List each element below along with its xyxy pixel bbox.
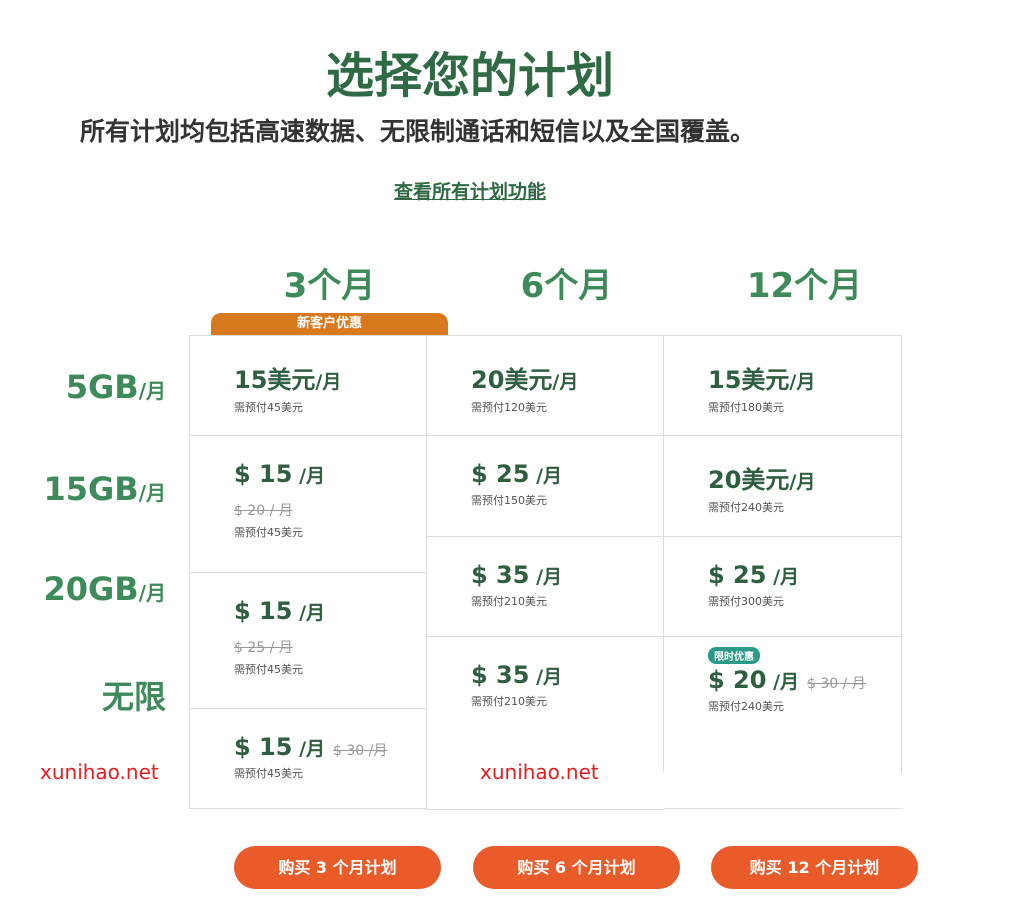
- plan-12m-5gb[interactable]: 15美元/月 需预付180美元: [663, 335, 902, 436]
- plan-12m-20gb[interactable]: $ 25 /月 需预付300美元: [663, 536, 902, 637]
- new-customer-badge: 新客户优惠: [211, 313, 448, 335]
- plan-12m-unlimited[interactable]: 限时优惠 $ 20 /月 $ 30 / 月 需预付240美元: [663, 636, 902, 772]
- plan-3m-5gb[interactable]: 15美元/月 需预付45美元: [189, 335, 427, 436]
- column-header-12-months: 12个月: [746, 266, 863, 306]
- original-price: $ 25 / 月: [234, 640, 293, 656]
- watermark: xunihao.net: [480, 760, 599, 784]
- buy-3-month-button[interactable]: 购买 3 个月计划: [234, 846, 441, 889]
- original-price: $ 20 / 月: [234, 503, 293, 519]
- plan-6m-15gb[interactable]: $ 25 /月 需预付150美元: [426, 435, 664, 537]
- original-price: $ 30 / 月: [807, 676, 866, 692]
- buy-12-month-button[interactable]: 购买 12 个月计划: [711, 846, 918, 889]
- view-features-link[interactable]: 查看所有计划功能: [393, 181, 546, 203]
- plan-6m-5gb[interactable]: 20美元/月 需预付120美元: [426, 335, 664, 436]
- page-subtitle: 所有计划均包括高速数据、无限制通话和短信以及全国覆盖。: [80, 117, 756, 146]
- plan-3m-20gb[interactable]: $ 15 /月 $ 25 / 月 需预付45美元: [189, 572, 427, 709]
- row-label-15gb: 15GB/月: [43, 470, 167, 508]
- watermark: xunihao.net: [40, 760, 159, 784]
- column-header-3-months: 3个月: [283, 266, 376, 306]
- column-header-6-months: 6个月: [520, 266, 613, 306]
- plan-12m-15gb[interactable]: 20美元/月 需预付240美元: [663, 435, 902, 537]
- plan-3m-15gb[interactable]: $ 15 /月 $ 20 / 月 需预付45美元: [189, 435, 427, 573]
- row-label-unlimited: 无限: [101, 678, 166, 716]
- original-price: $ 30 /月: [333, 743, 388, 759]
- plan-6m-unlimited[interactable]: $ 35 /月 需预付210美元: [426, 636, 664, 810]
- buy-6-month-button[interactable]: 购买 6 个月计划: [473, 846, 680, 889]
- table-bottom: [426, 736, 903, 809]
- plan-3m-unlimited[interactable]: $ 15 /月 $ 30 /月 需预付45美元: [189, 708, 427, 809]
- plan-6m-20gb[interactable]: $ 35 /月 需预付210美元: [426, 536, 664, 637]
- row-label-5gb: 5GB/月: [65, 368, 166, 406]
- limited-offer-badge: 限时优惠: [708, 647, 760, 664]
- row-label-20gb: 20GB/月: [43, 570, 167, 608]
- page-title: 选择您的计划: [325, 48, 614, 104]
